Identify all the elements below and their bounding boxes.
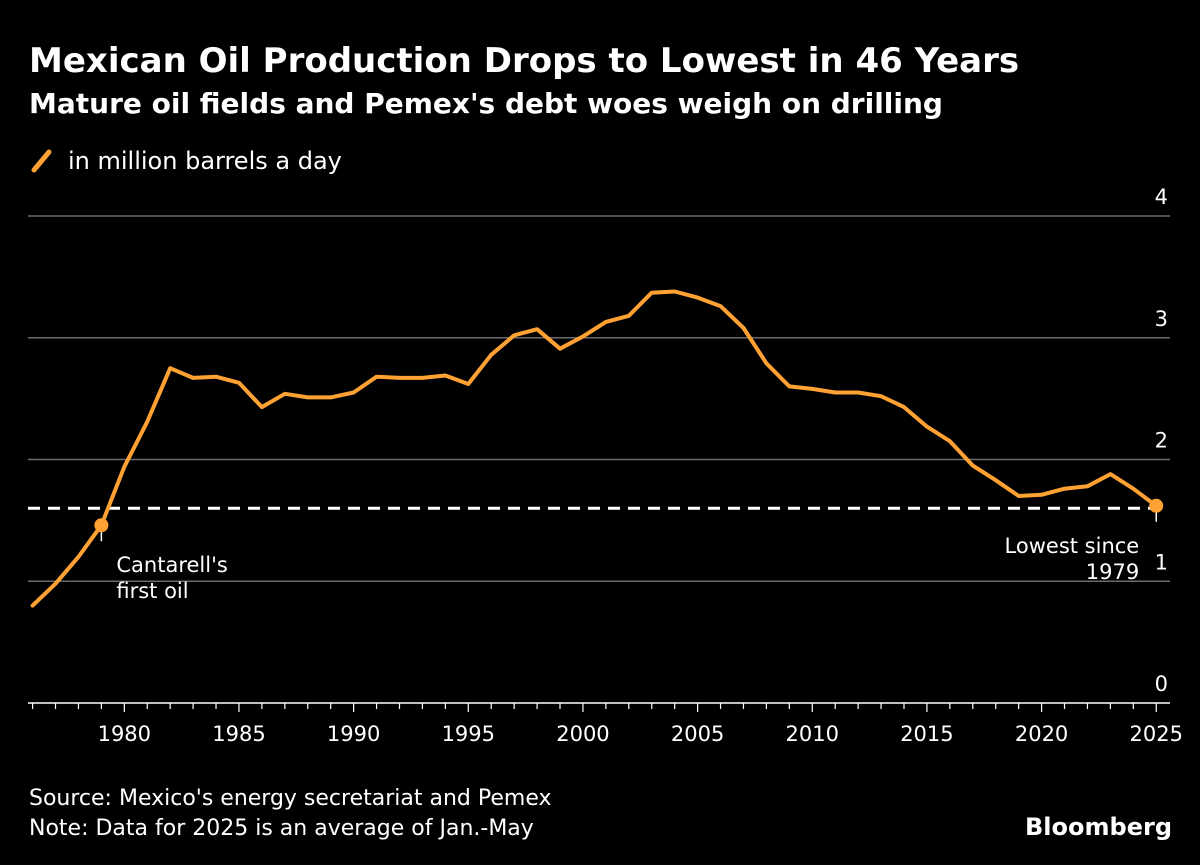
annotation-text-1-0: Lowest since [1005,534,1140,558]
x-tick-label-2025: 2025 [1130,722,1183,746]
y-tick-label-1: 1 [1155,550,1168,574]
x-tick-label-1980: 1980 [98,722,151,746]
brand-logo: Bloomberg [1025,813,1172,841]
x-tick-label-1990: 1990 [327,722,380,746]
x-tick-label-2010: 2010 [786,722,839,746]
annotation-marker-1 [1149,498,1164,513]
footer: Source: Mexico's energy secretariat and … [29,784,552,844]
chart-subtitle: Mature oil fields and Pemex's debt woes … [29,87,943,120]
x-tick-label-2005: 2005 [671,722,724,746]
source-note: Source: Mexico's energy secretariat and … [29,786,552,811]
data-note: Note: Data for 2025 is an average of Jan… [29,816,534,841]
y-tick-label-3: 3 [1155,307,1168,331]
annotation-text-0-0: Cantarell's [116,553,227,577]
x-tick-label-2020: 2020 [1015,722,1068,746]
chart-title: Mexican Oil Production Drops to Lowest i… [29,41,1020,81]
x-tick-label-2000: 2000 [556,722,609,746]
y-tick-label-0: 0 [1155,672,1168,696]
annotation-text-0-1: first oil [116,579,188,603]
x-tick-label-2015: 2015 [900,722,953,746]
x-tick-label-1985: 1985 [212,722,265,746]
legend-label: in million barrels a day [68,147,342,175]
y-tick-label-2: 2 [1155,429,1168,453]
x-tick-label-1995: 1995 [442,722,495,746]
series-line-0 [30,289,1159,608]
line-swatch-icon [31,149,52,173]
y-tick-label-4: 4 [1155,185,1168,209]
annotation-marker-0 [94,518,109,533]
legend: in million barrels a day [30,146,342,176]
annotation-text-1-1: 1979 [1086,560,1139,584]
